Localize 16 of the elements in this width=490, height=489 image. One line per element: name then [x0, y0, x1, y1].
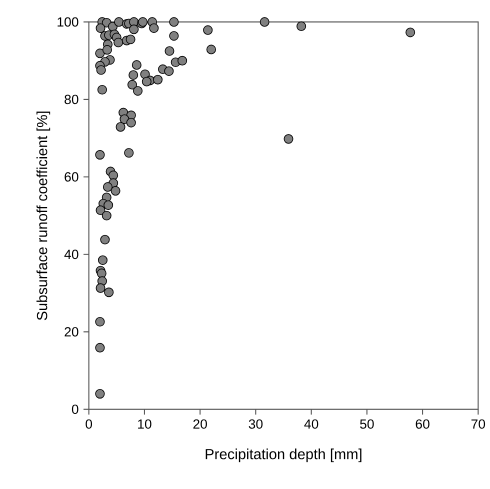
- y-tick-label: 20: [64, 327, 78, 336]
- y-tick-label: 100: [58, 17, 78, 27]
- y-tick-label: 60: [64, 172, 78, 182]
- x-tick-label: 0: [86, 419, 92, 429]
- x-tick-label: 50: [360, 419, 374, 429]
- x-tick-label: 60: [416, 419, 430, 429]
- y-tick-label: 80: [64, 94, 78, 104]
- x-axis-title: Precipitation depth [mm]: [206, 448, 362, 462]
- y-axis-title: Subsurface runoff coefficient [%]: [36, 111, 50, 320]
- y-tick-label: 40: [64, 250, 78, 259]
- x-tick-label: 10: [138, 419, 152, 429]
- y-tick-label: 0: [72, 404, 78, 414]
- x-tick-label: 20: [193, 419, 207, 429]
- x-tick-label: 30: [248, 419, 263, 429]
- x-tick-label: 70: [471, 419, 486, 429]
- x-tick-label: 40: [304, 419, 318, 429]
